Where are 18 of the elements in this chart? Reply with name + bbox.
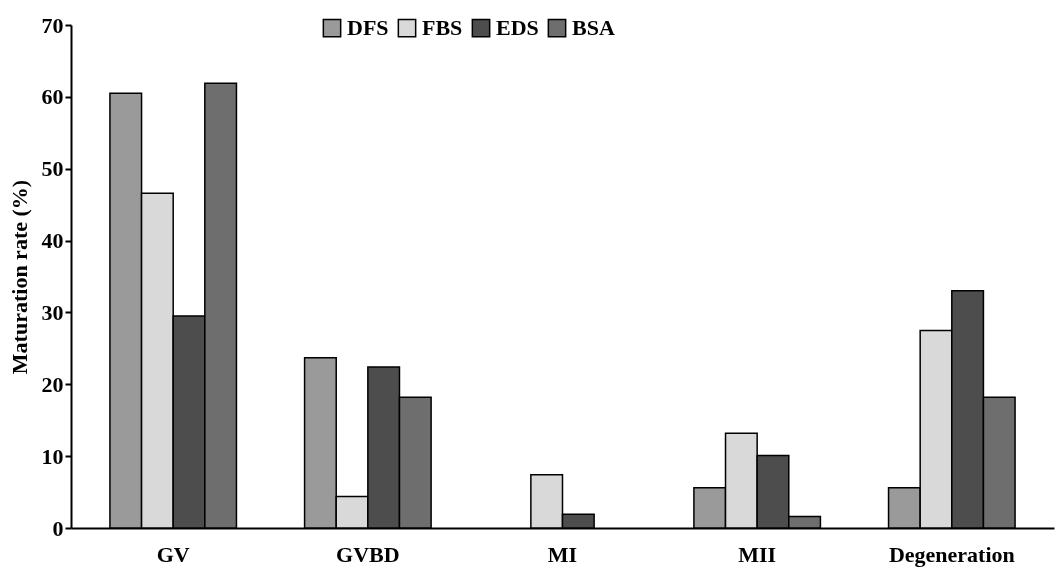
y-tick-label: 30 [41, 299, 64, 325]
legend-label: BSA [572, 15, 615, 41]
legend-label: EDS [496, 15, 539, 41]
x-tick-label: MI [547, 541, 578, 567]
legend-label: DFS [347, 15, 389, 41]
legend-label: FBS [422, 15, 463, 41]
y-tick-label: 60 [41, 84, 64, 110]
x-tick-label: MII [738, 541, 777, 567]
y-tick-label: 40 [41, 228, 64, 254]
y-axis-title: Maturation rate (%) [6, 179, 32, 375]
y-tick-label: 20 [41, 371, 64, 397]
y-tick-label: 10 [41, 443, 64, 469]
y-tick-label: 50 [41, 156, 64, 182]
x-tick-label: Degeneration [888, 541, 1015, 567]
x-tick-label: GVBD [336, 541, 400, 567]
y-tick-label: 0 [52, 515, 64, 541]
x-tick-label: GV [156, 541, 190, 567]
y-tick-label: 70 [41, 12, 64, 38]
